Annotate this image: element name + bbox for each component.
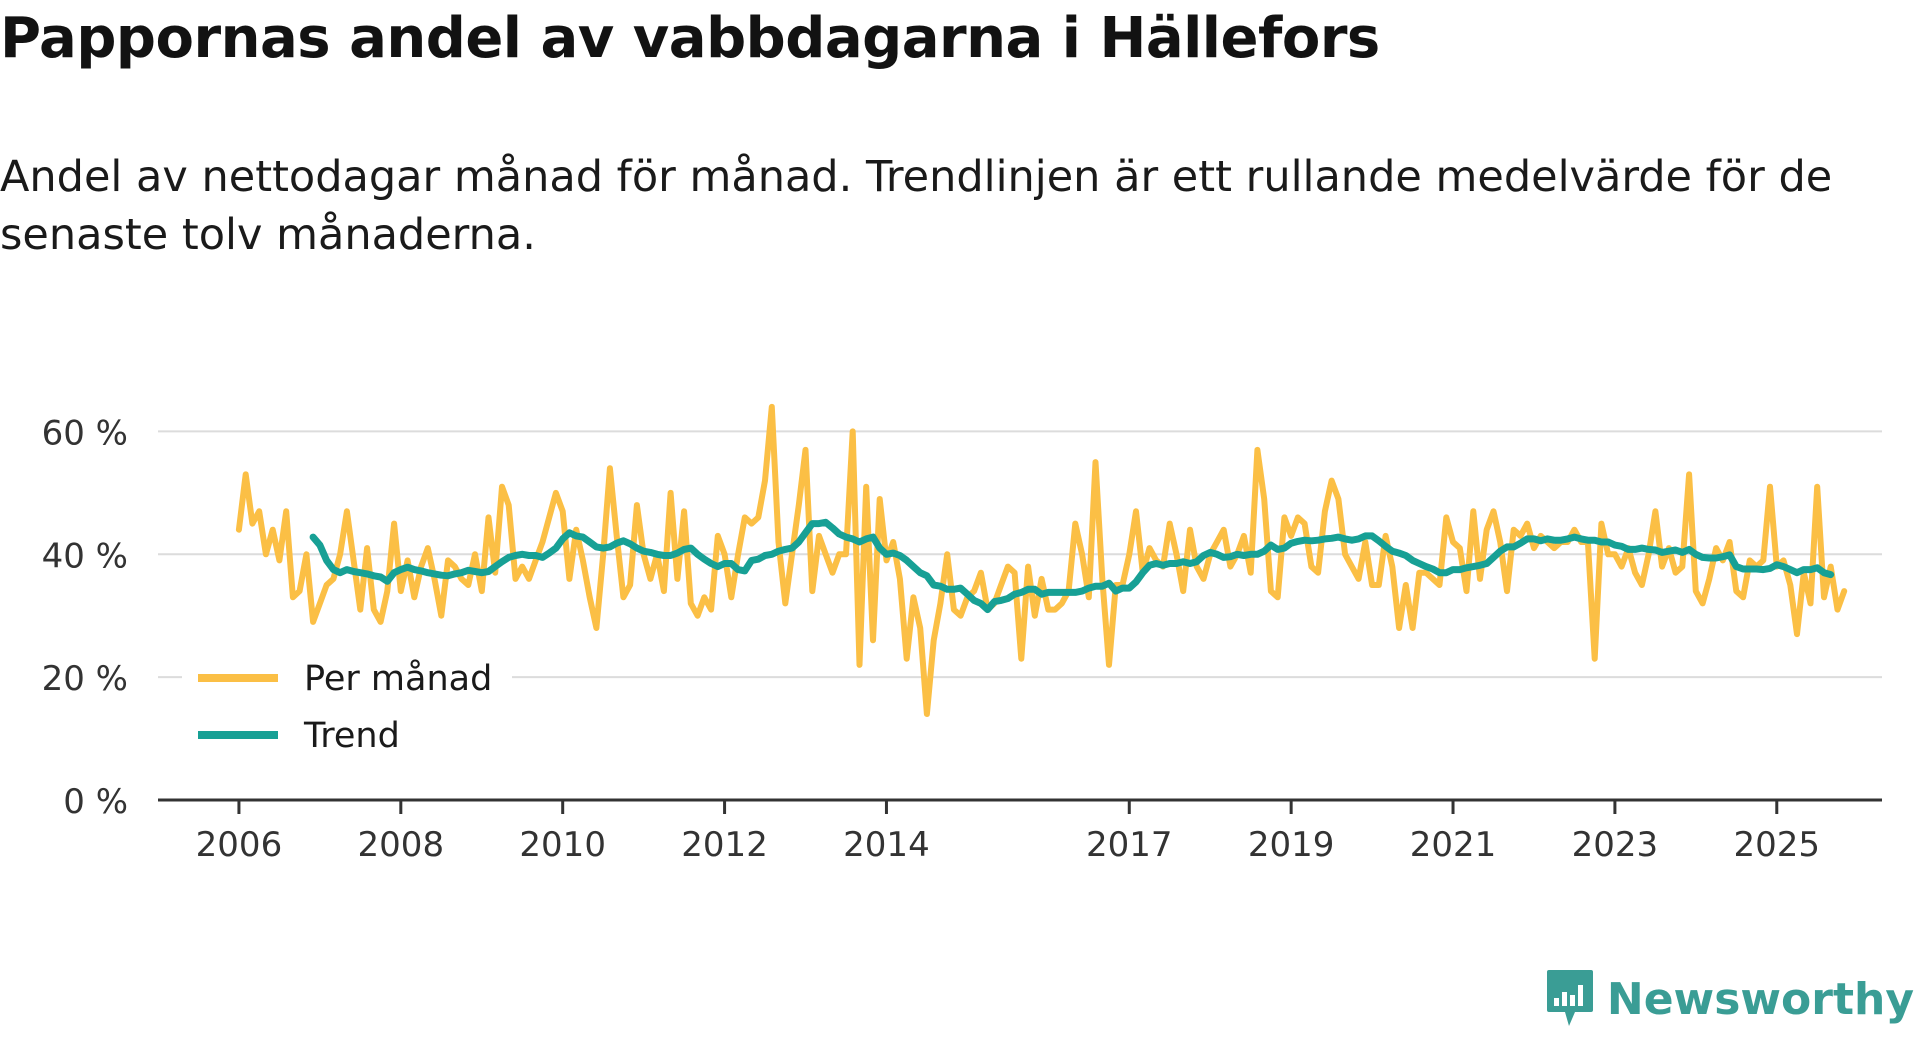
series-line-trend [309, 518, 1835, 614]
y-axis-ticks: 0 % 20 % 40 % 60 % [42, 413, 128, 822]
legend: Per månad Trend [182, 648, 512, 764]
y-tick-label: 20 % [42, 659, 128, 699]
brand-name: Newsworthy [1606, 973, 1914, 1025]
x-tick-label: 2021 [1410, 825, 1497, 865]
x-axis-ticks: 2006 2008 2010 2012 2014 2017 2019 2021 2023 2025 [196, 800, 1820, 865]
x-tick-label: 2012 [681, 825, 768, 865]
y-tick-label: 0 % [63, 782, 128, 822]
x-tick-label: 2006 [196, 825, 283, 865]
legend-label-trend: Trend [303, 716, 400, 756]
legend-label-per-manad: Per månad [304, 658, 492, 699]
x-tick-label: 2019 [1248, 825, 1335, 865]
y-tick-label: 60 % [42, 413, 128, 453]
x-tick-label: 2014 [843, 825, 930, 865]
newsworthy-logo-icon [1546, 970, 1593, 1026]
x-tick-label: 2025 [1734, 825, 1821, 865]
chart-title: Pappornas andel av vabbdagarna i Hällefo… [0, 6, 1380, 71]
newsworthy-brand: Newsworthy [1545, 964, 1914, 1034]
series-lines [235, 403, 1848, 717]
legend-background [182, 648, 512, 764]
y-tick-label: 40 % [42, 536, 128, 576]
x-tick-label: 2010 [519, 825, 606, 865]
x-tick-label: 2023 [1572, 825, 1659, 865]
x-tick-label: 2008 [358, 825, 445, 865]
x-tick-label: 2017 [1086, 825, 1173, 865]
chart-subtitle: Andel av nettodagar månad för månad. Tre… [0, 152, 1833, 260]
series-line-per-manad [235, 403, 1848, 717]
